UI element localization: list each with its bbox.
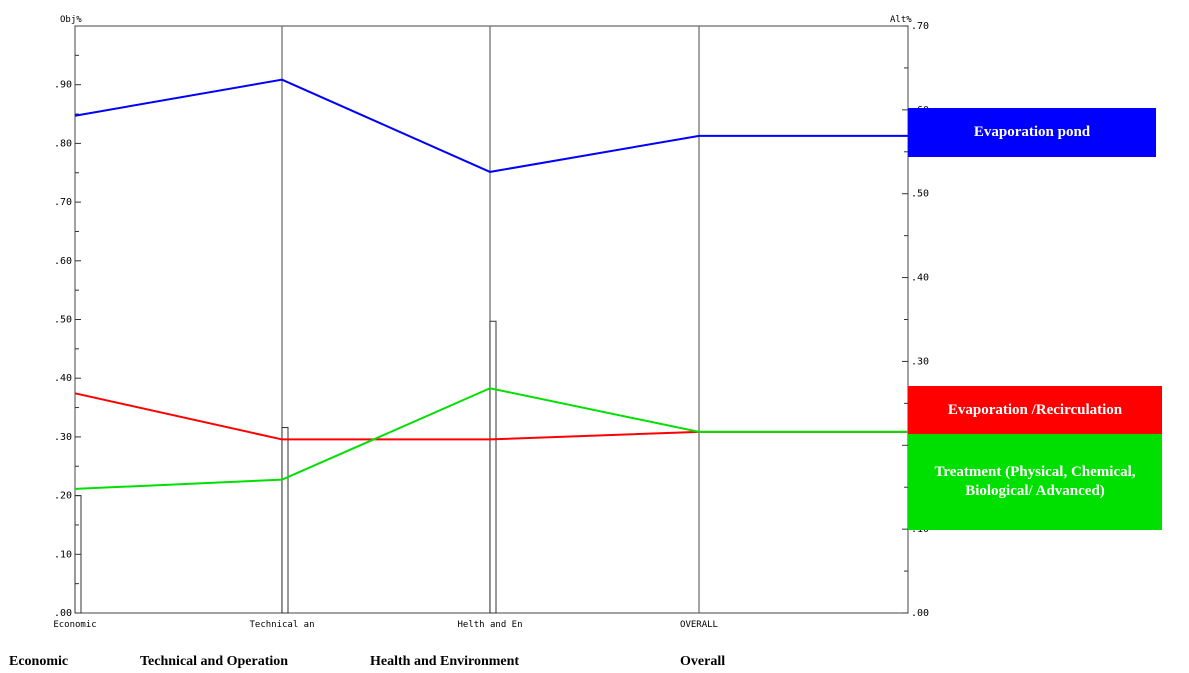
left-tick-label: .60 xyxy=(54,256,72,267)
criterion-label: Economic xyxy=(53,620,96,630)
bottom-label-overall: Overall xyxy=(680,654,726,669)
legend-evaporation-pond: Evaporation pond xyxy=(908,108,1156,157)
series-line-0 xyxy=(74,78,908,173)
left-tick-label: .10 xyxy=(54,549,72,560)
criterion-label: Helth and En xyxy=(457,620,522,630)
left-axis-title: Obj% xyxy=(60,15,82,25)
weight-bar xyxy=(489,320,497,614)
left-tick-label: .50 xyxy=(54,315,72,326)
weight-bar xyxy=(281,427,289,614)
left-tick-label: .80 xyxy=(54,138,72,149)
left-tick-label: .40 xyxy=(54,373,72,384)
legend-treatment: Treatment (Physical, Chemical, Biologica… xyxy=(908,434,1162,530)
legend-evaporation-recirculation: Evaporation /Recirculation xyxy=(908,386,1162,434)
bottom-label-health: Health and Environment xyxy=(370,654,520,669)
legend-label-evaporation-pond: Evaporation pond xyxy=(973,124,1091,140)
left-tick-label: .30 xyxy=(54,432,72,443)
right-tick-label: .40 xyxy=(911,273,929,284)
series-line-2 xyxy=(74,387,908,490)
right-axis-title: Alt% xyxy=(890,15,912,25)
left-tick-label: .20 xyxy=(54,491,72,502)
left-tick-label: .70 xyxy=(54,197,72,208)
right-tick-label: .50 xyxy=(911,189,929,200)
criterion-label: Technical an xyxy=(249,620,314,630)
bottom-label-technical: Technical and Operation xyxy=(140,654,289,669)
left-tick-label: .90 xyxy=(54,80,72,91)
legend-label-treatment: Treatment (Physical, Chemical, Biologica… xyxy=(934,464,1136,499)
right-tick-label: .70 xyxy=(911,21,929,32)
bottom-label-economic: Economic xyxy=(9,654,69,669)
right-tick-label: .00 xyxy=(911,608,929,619)
legend-label-evaporation-recirculation: Evaporation /Recirculation xyxy=(947,401,1123,418)
criterion-label: OVERALL xyxy=(680,620,718,630)
right-tick-label: .30 xyxy=(911,356,929,367)
left-tick-label: .00 xyxy=(54,608,72,619)
